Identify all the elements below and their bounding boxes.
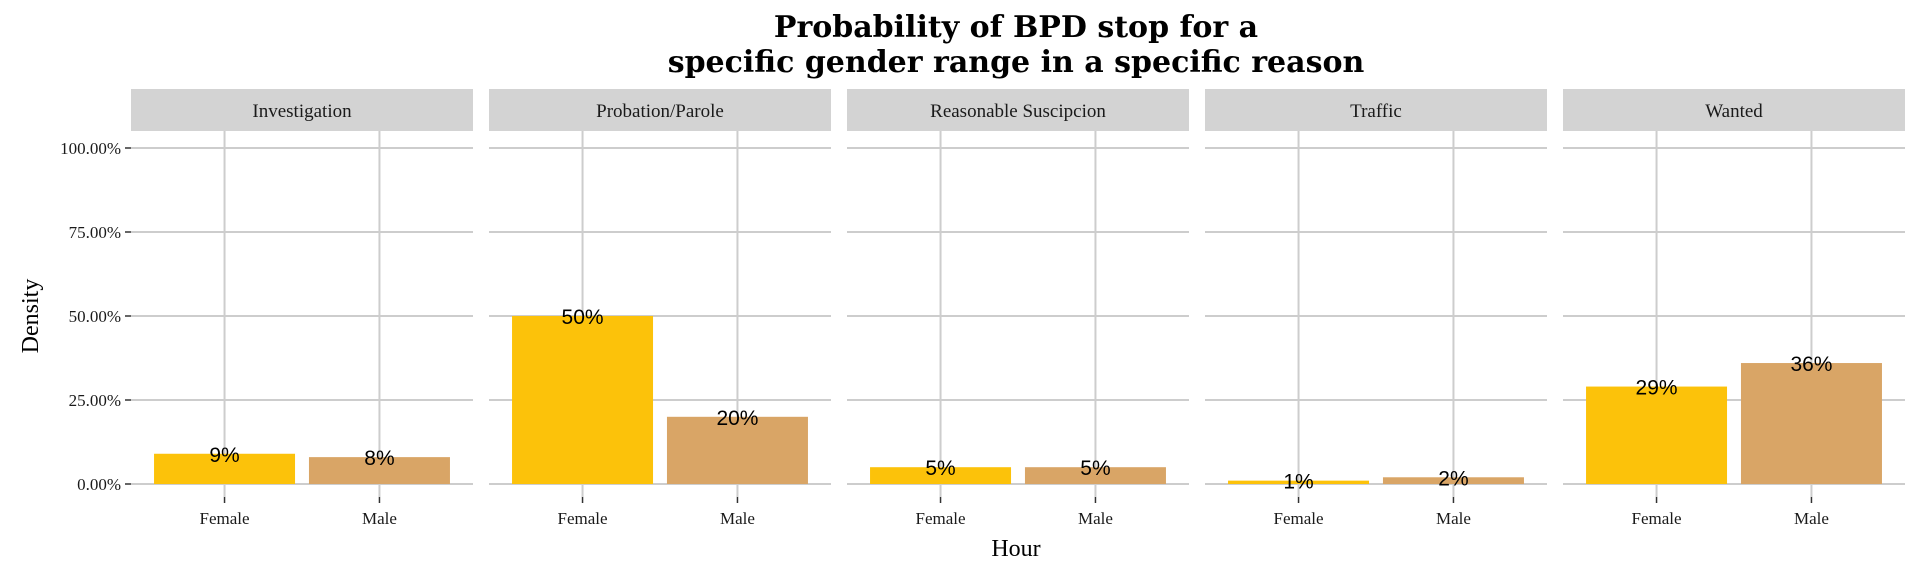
- y-axis: 0.00% 25.00% 50.00% 75.00% 100.00%: [60, 139, 131, 494]
- bar-female: [870, 467, 1012, 484]
- facet-strip: [131, 89, 473, 131]
- x-tick-label: Female: [1274, 509, 1324, 528]
- x-tick-label: Male: [1078, 509, 1113, 528]
- x-tick-label: Female: [916, 509, 966, 528]
- bar-female: [512, 316, 654, 484]
- facet-strip-label: Wanted: [1705, 101, 1763, 122]
- x-tick-label: Male: [1436, 509, 1471, 528]
- facet-panel: Traffic 1% Female 2% Male: [1205, 89, 1547, 528]
- x-tick-label: Male: [1794, 509, 1829, 528]
- facet-strip-label: Investigation: [252, 101, 352, 122]
- x-tick-label: Female: [200, 509, 250, 528]
- bar-value-label: 36%: [1790, 353, 1832, 376]
- chart-title-line-2: specific gender range in a specific reas…: [668, 45, 1365, 80]
- facet-strip: [847, 89, 1189, 131]
- bar-male: [308, 457, 450, 484]
- bar-male: [1382, 477, 1524, 484]
- bar-female: [154, 453, 296, 484]
- facet-strip-label: Probation/Parole: [596, 101, 724, 122]
- facet-panels: Investigation9%Female8%MaleProbation/Par…: [131, 89, 1905, 528]
- y-tick-label: 50.00%: [69, 307, 121, 326]
- y-tick-label: 75.00%: [69, 223, 121, 242]
- facet-panel: Reasonable Suscipcion 5% Female 5% Male: [847, 89, 1189, 528]
- y-tick-label: 100.00%: [60, 139, 121, 158]
- bar-female: [1586, 386, 1728, 484]
- y-axis-title: Density: [18, 279, 44, 354]
- facet-strip-label: Traffic: [1350, 101, 1402, 122]
- chart-title-line-1: Probability of BPD stop for a: [774, 10, 1258, 45]
- bar-female: [1228, 480, 1370, 484]
- x-axis-title: Hour: [991, 536, 1040, 562]
- x-tick-label: Female: [1632, 509, 1682, 528]
- bar-value-label: 5%: [925, 457, 955, 480]
- facet-strip: [489, 89, 831, 131]
- bar-male: [666, 416, 808, 484]
- bar-value-label: 20%: [716, 407, 758, 430]
- bar-male: [1740, 363, 1882, 484]
- facet-strip-label: Reasonable Suscipcion: [930, 101, 1106, 122]
- facet-panel: Wanted 29% Female 36% Male: [1563, 89, 1905, 528]
- y-tick-label: 25.00%: [69, 391, 121, 410]
- bar-value-label: 2%: [1438, 467, 1468, 490]
- x-tick-label: Male: [720, 509, 755, 528]
- bar-value-label: 1%: [1283, 471, 1313, 494]
- x-tick-label: Female: [558, 509, 608, 528]
- bar-value-label: 5%: [1080, 457, 1110, 480]
- bar-value-label: 9%: [209, 444, 239, 467]
- bar-male: [1024, 467, 1166, 484]
- facet-panel: Investigation 9% Female 8% Male: [131, 89, 473, 528]
- x-tick-label: Male: [362, 509, 397, 528]
- bar-value-label: 29%: [1636, 377, 1678, 400]
- bar-value-label: 8%: [364, 447, 394, 470]
- facet-strip: [1205, 89, 1547, 131]
- facet-strip: [1563, 89, 1905, 131]
- y-tick-label: 0.00%: [77, 475, 121, 494]
- facet-panel: Probation/Parole 50% Female 20% Male: [489, 89, 831, 528]
- bar-value-label: 50%: [562, 306, 604, 329]
